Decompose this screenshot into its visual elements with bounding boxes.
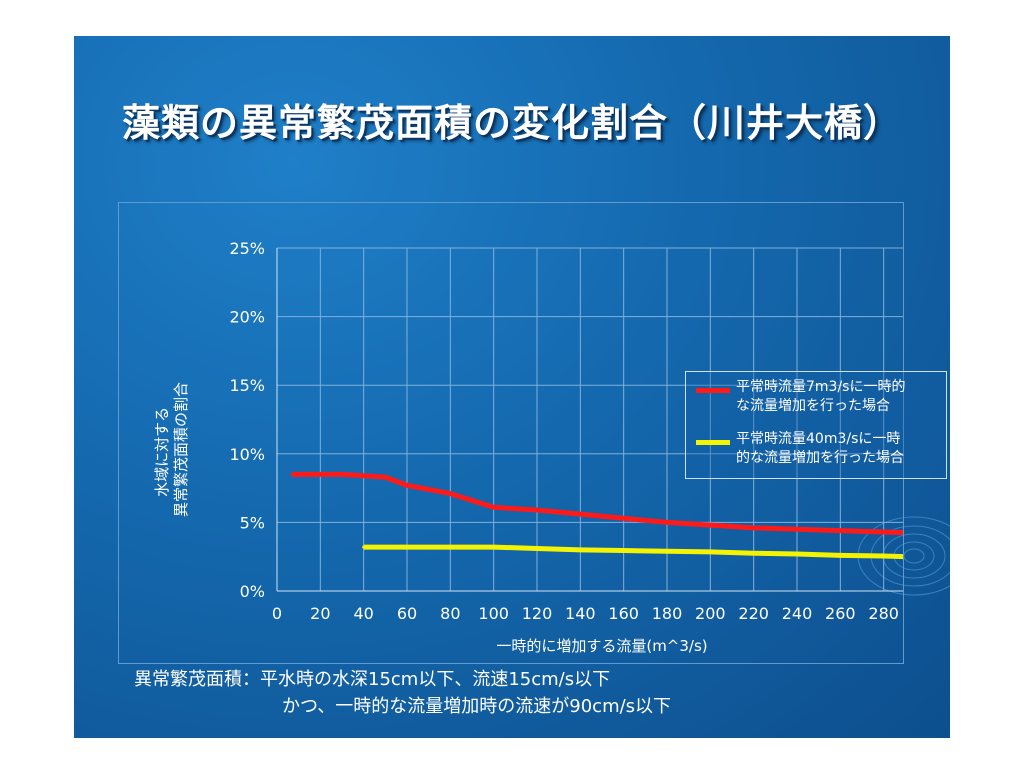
data-point xyxy=(708,523,712,527)
data-point xyxy=(492,505,496,509)
data-point xyxy=(290,472,294,476)
data-point xyxy=(318,472,322,476)
data-point xyxy=(405,483,409,487)
data-point xyxy=(340,472,344,476)
data-point xyxy=(383,475,387,479)
data-point xyxy=(795,527,799,531)
legend-swatch-yellow xyxy=(696,440,730,445)
note-line-2: かつ、一時的な流量増加時の流速が90cm/s以下 xyxy=(282,696,672,717)
series-lines xyxy=(290,471,903,560)
legend-label-red: 平常時流量7m3/sに一時的 な流量増加を行った場合 xyxy=(736,378,944,416)
y-tick-label: 10% xyxy=(229,445,265,464)
data-point xyxy=(882,530,886,534)
x-tick-label: 20 xyxy=(310,604,330,623)
data-point xyxy=(448,545,452,549)
data-point xyxy=(492,545,496,549)
x-tick-label: 260 xyxy=(825,604,856,623)
data-point xyxy=(405,545,409,549)
definition-notes: 異常繁茂面積：平水時の水深15cm以下、流速15cm/s以下 かつ、一時的な流量… xyxy=(134,666,671,720)
legend-label-yellow-line-2: 的な流量増加を行った場合 xyxy=(736,450,904,466)
x-tick-label: 100 xyxy=(478,604,509,623)
note-line-1: 異常繁茂面積：平水時の水深15cm以下、流速15cm/s以下 xyxy=(134,669,611,690)
y-tick-label: 25% xyxy=(229,239,265,258)
y-axis-title-line-1: 水域に対する xyxy=(153,407,171,497)
x-tick-label: 160 xyxy=(608,604,639,623)
x-tick-label: 60 xyxy=(397,604,417,623)
x-tick-label: 120 xyxy=(522,604,553,623)
data-point xyxy=(578,512,582,516)
data-point xyxy=(578,548,582,552)
y-tick-label: 0% xyxy=(240,582,265,601)
data-point xyxy=(665,520,669,524)
data-point xyxy=(752,526,756,530)
data-point xyxy=(752,551,756,555)
tick-labels: 0% 5% 10% 15% 20% 25% 0 20 40 60 80 100 120 140 160 180… xyxy=(229,239,899,623)
y-tick-label: 15% xyxy=(229,376,265,395)
x-tick-label: 0 xyxy=(272,604,282,623)
y-tick-label: 20% xyxy=(229,308,265,327)
x-tick-label: 40 xyxy=(353,604,373,623)
data-point xyxy=(622,516,626,520)
y-tick-label: 5% xyxy=(240,513,265,532)
data-point xyxy=(362,545,366,549)
x-tick-label: 240 xyxy=(782,604,813,623)
data-point xyxy=(838,553,842,557)
slide-title: 藻類の異常繁茂面積の変化割合（川井大橋） xyxy=(121,101,902,145)
legend-item-yellow: 平常時流量40m3/sに一時 的な流量増加を行った場合 xyxy=(696,430,944,476)
data-point xyxy=(535,508,539,512)
chart-legend: 平常時流量7m3/sに一時的 な流量増加を行った場合 平常時流量40m3/sに一… xyxy=(685,371,947,479)
series-line-yellow xyxy=(363,544,903,560)
x-tick-label: 180 xyxy=(652,604,683,623)
data-point xyxy=(622,549,626,553)
legend-label-yellow-line-1: 平常時流量40m3/sに一時 xyxy=(736,431,901,447)
data-point xyxy=(535,546,539,550)
legend-label-yellow: 平常時流量40m3/sに一時 的な流量増加を行った場合 xyxy=(736,430,944,468)
x-tick-label: 220 xyxy=(738,604,769,623)
data-point xyxy=(708,550,712,554)
data-point xyxy=(882,554,886,558)
legend-label-red-line-1: 平常時流量7m3/sに一時的 xyxy=(736,379,906,395)
data-point xyxy=(362,474,366,478)
x-tick-label: 280 xyxy=(868,604,899,623)
series-line-red xyxy=(292,471,903,536)
x-tick-label: 80 xyxy=(440,604,460,623)
chart-area: 0% 5% 10% 15% 20% 25% 0 20 40 60 80 100 120 140 160 180… xyxy=(118,202,947,664)
data-point xyxy=(665,549,669,553)
line-chart: 0% 5% 10% 15% 20% 25% 0 20 40 60 80 100 120 140 160 180… xyxy=(153,239,903,655)
axes xyxy=(276,248,903,592)
slide: 藻類の異常繁茂面積の変化割合（川井大橋） 0% 5% 10% 15% 20% 25% 0 20… xyxy=(74,36,950,738)
data-point xyxy=(838,529,842,533)
y-axis-title-line-2: 異常繁茂面積の割合 xyxy=(172,382,190,517)
legend-swatch-red xyxy=(696,388,730,393)
legend-item-red: 平常時流量7m3/sに一時的 な流量増加を行った場合 xyxy=(696,378,944,424)
legend-label-red-line-2: な流量増加を行った場合 xyxy=(736,398,890,414)
x-tick-label: 200 xyxy=(695,604,726,623)
y-axis-title: 水域に対する 異常繁茂面積の割合 xyxy=(153,382,190,517)
x-axis-title: 一時的に増加する流量(m^3/s) xyxy=(496,637,707,655)
data-point xyxy=(795,552,799,556)
data-point xyxy=(448,492,452,496)
x-tick-label: 140 xyxy=(565,604,596,623)
